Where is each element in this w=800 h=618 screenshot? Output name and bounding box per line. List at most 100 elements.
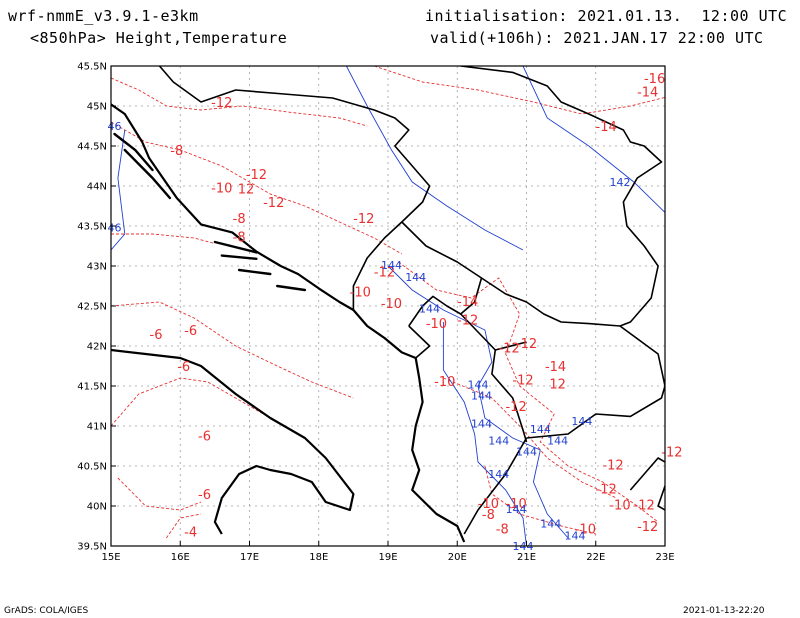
- height-label: 46: [107, 120, 121, 133]
- temperature-label: -14: [457, 295, 478, 310]
- height-label: 144: [419, 302, 440, 315]
- lat-tick-label: 39.5N: [77, 542, 107, 553]
- height-label: 144: [506, 503, 527, 516]
- temperature-label: -12: [512, 374, 533, 389]
- temperature-label: -10: [426, 317, 447, 332]
- temperature-contours: [111, 66, 665, 539]
- lat-tick-label: 44N: [87, 182, 107, 193]
- temperature-contour: [111, 121, 403, 255]
- temperature-labels: -16-14-14-12-8-12-10 12-12-8 -12-8-12-10-1…: [150, 72, 683, 541]
- model-title: wrf-nmmE_v3.9.1-e3km: [8, 7, 199, 25]
- temperature-label: -6: [198, 430, 211, 445]
- temperature-label: -12: [516, 337, 537, 352]
- temperature-label: -14: [637, 86, 658, 101]
- country-border: [463, 437, 528, 535]
- temperature-label: -12: [596, 482, 617, 497]
- island: [113, 132, 154, 172]
- temperature-contour: [374, 66, 665, 115]
- field-title: <850hPa> Height,Temperature: [30, 29, 288, 47]
- temperature-label: -8: [170, 144, 183, 159]
- temperature-label: -12: [637, 520, 658, 535]
- temperature-label: -10: [211, 182, 232, 197]
- lon-tick-label: 17E: [240, 552, 259, 563]
- island: [213, 240, 258, 254]
- lat-tick-label: 44.5N: [77, 142, 107, 153]
- height-label: 144: [571, 415, 592, 428]
- temperature-label: -14: [596, 120, 617, 135]
- temperature-label: -12: [634, 498, 655, 513]
- height-label: 144: [488, 468, 509, 481]
- height-label: 144: [381, 259, 402, 272]
- lat-tick-label: 45N: [87, 102, 107, 113]
- island: [237, 268, 272, 276]
- country-border: [526, 325, 665, 439]
- grads-credit: GrADS: COLA/IGES: [4, 606, 89, 616]
- country-border: [158, 66, 431, 310]
- height-label: 144: [564, 530, 585, 543]
- height-contour: [111, 129, 126, 251]
- init-time: initialisation: 2021.01.13. 12:00 UTC: [425, 7, 788, 25]
- temperature-label: -12: [246, 168, 267, 183]
- lon-tick-label: 15E: [101, 552, 120, 563]
- height-label: 144: [405, 271, 426, 284]
- temperature-label: -10: [478, 497, 499, 512]
- temperature-label: -12: [263, 196, 284, 211]
- temperature-label: -10: [609, 498, 630, 513]
- lon-tick-label: 20E: [448, 552, 467, 563]
- height-label: 142: [609, 176, 630, 189]
- lat-tick-label: 45.5N: [77, 62, 107, 73]
- height-contour: [387, 265, 569, 539]
- height-label: 144: [516, 446, 537, 459]
- lat-tick-label: 41N: [87, 422, 107, 433]
- height-label: 144: [540, 518, 561, 531]
- country-border: [401, 221, 621, 327]
- lon-tick-label: 21E: [517, 552, 536, 563]
- temperature-contour: [398, 261, 659, 523]
- temperature-label: -12: [457, 314, 478, 329]
- temperature-label: -8: [482, 508, 495, 523]
- height-label: 144: [468, 378, 489, 391]
- lon-tick-label: 18E: [309, 552, 328, 563]
- temperature-label: -6: [150, 328, 163, 343]
- temperature-contour: [111, 301, 354, 399]
- temperature-label: -12: [661, 446, 682, 461]
- temperature-contour: [117, 477, 202, 511]
- temperature-label: -10: [434, 375, 455, 390]
- temperature-label: -12: [353, 212, 374, 227]
- country-border: [664, 397, 665, 398]
- height-label: 144: [471, 390, 492, 403]
- lat-tick-label: 43N: [87, 262, 107, 273]
- lat-tick-label: 41.5N: [77, 382, 107, 393]
- country-borders: [158, 66, 665, 535]
- temperature-label: -12: [211, 96, 232, 111]
- lon-tick-label: 19E: [378, 552, 397, 563]
- temperature-label: -10: [350, 286, 371, 301]
- lon-tick-label: 23E: [655, 552, 674, 563]
- temperature-label: -10: [505, 497, 526, 512]
- island: [220, 254, 258, 260]
- temperature-label: -6: [184, 324, 197, 339]
- lon-tick-label: 16E: [171, 552, 190, 563]
- height-label: 144: [471, 418, 492, 431]
- island: [123, 148, 172, 200]
- temperature-label: -10: [575, 522, 596, 537]
- temperature-contour: [443, 377, 617, 499]
- height-label: 144: [530, 423, 551, 436]
- temperature-label: -6: [177, 360, 190, 375]
- lat-tick-label: 42.5N: [77, 302, 107, 313]
- lat-tick-label: 40N: [87, 502, 107, 513]
- temperature-label: -12: [602, 458, 623, 473]
- height-contour: [522, 66, 665, 214]
- lat-tick-label: 40.5N: [77, 462, 107, 473]
- height-contour: [442, 322, 527, 546]
- temperature-label: -12: [374, 266, 395, 281]
- temperature-label: -8: [233, 230, 246, 245]
- height-contours: [111, 66, 665, 546]
- height-label: 46: [107, 222, 121, 235]
- height-label: 144: [488, 434, 509, 447]
- render-timestamp: 2021-01-13-22:20: [683, 606, 765, 616]
- country-border: [495, 341, 527, 351]
- temperature-contour: [111, 77, 368, 127]
